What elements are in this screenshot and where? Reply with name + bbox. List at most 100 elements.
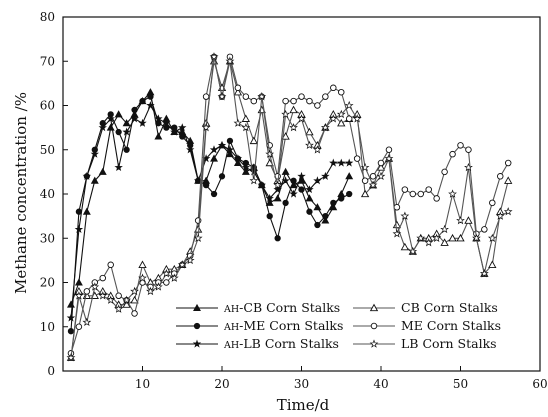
data-point <box>170 127 179 136</box>
legend-text: LB Corn Stalks <box>401 336 497 351</box>
y-tick-label: 70 <box>40 54 55 68</box>
x-tick-label: 30 <box>294 377 309 391</box>
data-point <box>305 127 314 136</box>
data-point <box>337 118 346 127</box>
data-point <box>282 97 289 105</box>
data-point <box>74 224 84 234</box>
data-point <box>314 102 321 109</box>
data-point <box>90 149 99 158</box>
data-point <box>217 140 227 149</box>
data-point <box>409 190 417 198</box>
data-point <box>161 268 171 278</box>
data-point <box>241 122 251 132</box>
data-point <box>433 195 440 202</box>
data-point <box>130 114 139 123</box>
data-point <box>481 226 488 233</box>
data-point <box>289 122 298 132</box>
legend-prefix: AH <box>223 304 239 315</box>
data-point <box>504 159 512 167</box>
data-point <box>74 291 84 300</box>
data-point <box>82 171 92 180</box>
data-point <box>449 150 456 158</box>
data-point <box>146 286 155 296</box>
series-layer <box>66 52 513 362</box>
y-tick-label: 0 <box>47 364 55 378</box>
data-point <box>425 186 432 193</box>
data-point <box>376 163 386 171</box>
data-point <box>163 279 170 286</box>
data-point <box>185 255 195 265</box>
legend-entry: AH-LB Corn Stalks <box>176 336 339 351</box>
legend-prefix: AH <box>223 340 239 351</box>
data-point <box>122 127 131 136</box>
x-tick-label: 60 <box>532 377 547 391</box>
legend-text: CB Corn Stalks <box>401 300 498 315</box>
data-point <box>305 185 314 194</box>
data-point <box>400 242 410 251</box>
data-point <box>266 212 273 220</box>
data-point <box>67 328 75 335</box>
data-point <box>281 167 290 175</box>
data-point <box>131 106 138 114</box>
legend-label: ME Corn Stalks <box>401 318 501 333</box>
legend-text: -ME Corn Stalks <box>239 318 343 333</box>
data-point <box>408 246 418 256</box>
data-point <box>472 233 481 243</box>
data-point <box>138 273 147 282</box>
series-2 <box>67 93 353 335</box>
data-point <box>322 93 329 100</box>
data-point <box>416 233 426 243</box>
legend-entry: LB Corn Stalks <box>353 336 497 351</box>
x-tick-label: 50 <box>453 377 468 391</box>
data-point <box>321 171 330 180</box>
data-point <box>289 105 298 114</box>
data-point <box>290 97 297 105</box>
x-tick-label: 20 <box>214 377 229 391</box>
data-point <box>297 171 306 180</box>
data-point <box>226 137 234 145</box>
data-point <box>122 119 131 127</box>
data-point <box>313 176 322 185</box>
data-point <box>122 295 131 304</box>
data-point <box>345 115 353 123</box>
data-point <box>233 154 243 163</box>
data-point <box>306 97 313 105</box>
legend-text: -CB Corn Stalks <box>239 300 340 315</box>
data-point <box>321 216 330 224</box>
data-point <box>147 93 154 100</box>
data-point <box>98 291 108 300</box>
data-point <box>392 229 402 238</box>
data-point <box>193 233 203 243</box>
data-point <box>130 286 139 296</box>
data-point <box>497 173 504 180</box>
data-point <box>233 158 242 167</box>
data-point <box>241 163 251 172</box>
data-point <box>338 195 345 202</box>
data-point <box>273 180 283 189</box>
data-point <box>90 176 99 184</box>
data-point <box>457 142 464 149</box>
data-point <box>440 238 449 246</box>
data-point <box>456 233 465 242</box>
data-point <box>233 118 243 127</box>
legend-label: AH-CB Corn Stalks <box>223 300 340 315</box>
data-point <box>250 97 258 105</box>
data-point <box>297 114 306 123</box>
data-point <box>495 211 505 220</box>
data-point <box>281 176 290 185</box>
data-point <box>344 100 354 110</box>
y-tick-label: 40 <box>40 187 55 201</box>
data-point <box>337 158 346 167</box>
legend-entry: AH-CB Corn Stalks <box>176 300 340 315</box>
data-point <box>489 199 496 207</box>
data-point <box>154 132 163 140</box>
data-point <box>274 235 281 242</box>
legend-marker <box>192 339 202 348</box>
data-point <box>465 146 472 153</box>
data-point <box>330 84 337 92</box>
data-point <box>346 190 353 198</box>
data-point <box>424 238 434 247</box>
legend-prefix: AH <box>223 322 239 333</box>
